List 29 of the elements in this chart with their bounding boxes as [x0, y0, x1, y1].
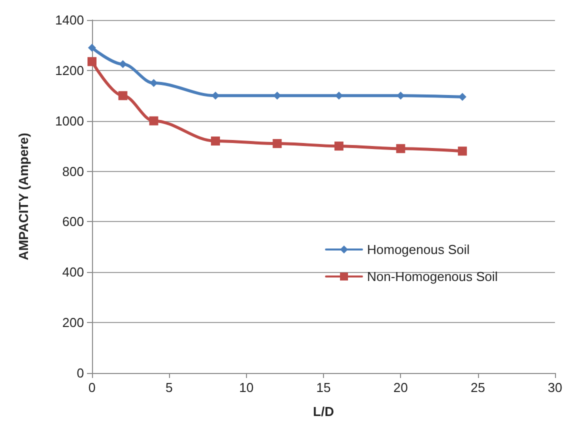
y-tick-label: 0: [76, 366, 84, 380]
point: [118, 60, 127, 68]
y-tick-label: 1200: [55, 62, 84, 78]
legend-label: Homogenous Soil: [367, 242, 470, 257]
x-tick-label: 0: [88, 380, 96, 395]
x-tick-label: 30: [548, 380, 562, 395]
point: [88, 44, 96, 52]
x-tick-label: 25: [470, 380, 486, 395]
y-tick-label: 200: [62, 315, 84, 330]
y-axis-title: AMPACITY (Ampere): [16, 132, 31, 260]
y-tick-label: 600: [62, 214, 84, 230]
x-tick-label: 10: [239, 380, 254, 395]
legend-label: Non-Homogenous Soil: [367, 269, 498, 284]
x-tick-label: 15: [316, 380, 331, 395]
point: [334, 142, 344, 151]
point: [118, 91, 128, 100]
x-axis-title: L/D: [313, 404, 334, 419]
y-tick-label: 1400: [55, 12, 84, 28]
point: [88, 57, 96, 66]
point: [272, 139, 282, 148]
x-tick-label: 5: [166, 380, 173, 395]
y-tick-label: 800: [62, 164, 84, 179]
y-tick-label: 1000: [55, 113, 84, 128]
point: [210, 136, 220, 146]
x-tick-label: 20: [393, 380, 408, 395]
point: [149, 116, 158, 126]
point: [396, 144, 406, 154]
y-tick-label: 400: [62, 264, 84, 280]
point: [458, 146, 467, 156]
